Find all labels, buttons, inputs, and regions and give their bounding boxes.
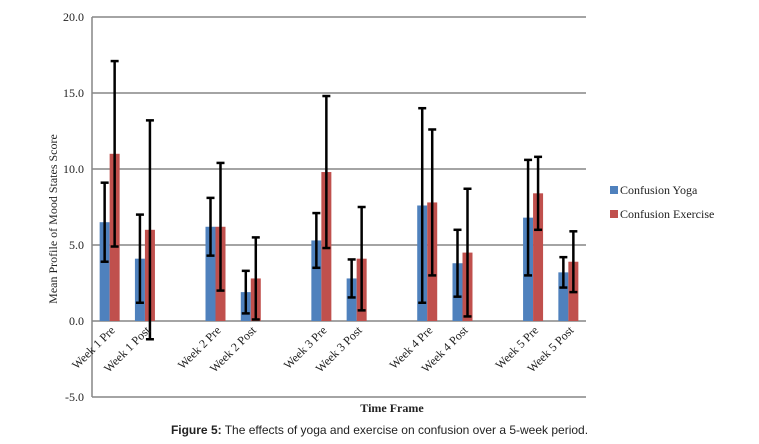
legend-label: Confusion Exercise [620, 207, 714, 221]
legend-swatch [610, 210, 618, 218]
bar [311, 240, 322, 321]
caption-label: Figure 5: [170, 423, 222, 437]
y-tick-label: 10.0 [63, 162, 84, 176]
bar [533, 193, 544, 321]
y-tick-label: 5.0 [69, 238, 84, 252]
y-tick-label: 20.0 [63, 10, 84, 24]
bar [558, 272, 569, 321]
legend-swatch [610, 186, 618, 194]
y-tick-label: 15.0 [63, 86, 84, 100]
legend-label: Confusion Yoga [620, 183, 698, 197]
bar [99, 222, 110, 321]
y-axis-title: Mean Profile of Mood States Score [46, 134, 60, 304]
bar [346, 278, 357, 321]
y-tick-label: -5.0 [65, 390, 84, 404]
bar [205, 226, 216, 321]
caption-text: The effects of yoga and exercise on conf… [221, 423, 589, 437]
figure-caption: Figure 5: The effects of yoga and exerci… [0, 423, 759, 437]
x-axis-title: Time Frame [360, 401, 424, 415]
y-tick-label: 0.0 [69, 314, 84, 328]
